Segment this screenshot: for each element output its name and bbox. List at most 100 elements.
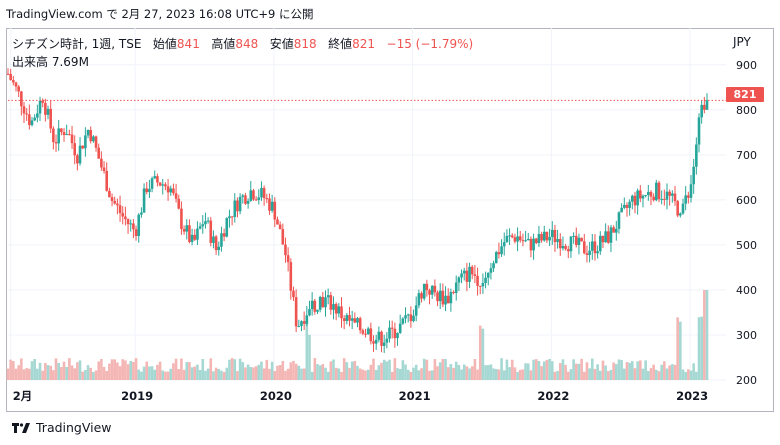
chart-frame[interactable] xyxy=(6,28,774,412)
candle-body xyxy=(452,291,455,293)
volume-bar xyxy=(697,317,701,380)
candle-body xyxy=(449,291,453,304)
volume-bar xyxy=(172,363,175,380)
candle-body xyxy=(214,236,218,251)
volume-bar xyxy=(313,358,317,380)
candle-body xyxy=(300,321,303,326)
candle-body xyxy=(516,236,519,242)
price-axis: 200 300 400 500 600 700 800 900 xyxy=(736,59,757,387)
candle-body xyxy=(358,318,362,331)
candle-body xyxy=(673,193,677,202)
volume-bar xyxy=(585,362,589,380)
candle-body xyxy=(668,191,671,196)
volume-bar xyxy=(228,359,231,380)
volume-bar xyxy=(268,368,271,380)
footer-brand[interactable]: TradingView xyxy=(12,420,112,435)
volume-bar xyxy=(308,334,311,380)
candle-body xyxy=(209,220,213,243)
candle-body xyxy=(62,132,66,136)
volume-bar xyxy=(278,365,282,380)
candle-body xyxy=(409,314,413,322)
candle-body xyxy=(292,290,295,298)
volume-bar xyxy=(444,358,447,380)
candle-body xyxy=(321,296,325,308)
volume-bar xyxy=(129,361,133,380)
volume-bar xyxy=(249,367,253,380)
volume-bar xyxy=(545,359,549,380)
volume-bar xyxy=(628,362,631,380)
candle-body xyxy=(534,238,538,244)
volume-bar xyxy=(153,369,157,380)
volume-bar xyxy=(484,365,487,380)
volume-bar xyxy=(540,366,543,380)
candle-body xyxy=(70,134,74,144)
candle-body xyxy=(510,235,514,238)
candle-body xyxy=(204,221,207,225)
candle-body xyxy=(121,213,125,217)
candle-body xyxy=(529,238,533,251)
candle-body xyxy=(425,283,429,291)
candle-body xyxy=(572,235,575,237)
candle-body xyxy=(604,231,607,243)
candle-body xyxy=(521,240,525,242)
volume-bar xyxy=(254,366,258,380)
volume-bar xyxy=(182,369,186,380)
candle-body xyxy=(25,113,28,115)
volume-bar xyxy=(465,366,469,380)
volume-bar xyxy=(548,358,551,380)
volume-bar xyxy=(364,370,367,380)
volume-bar xyxy=(558,363,562,380)
volume-bar xyxy=(150,366,154,380)
volume-bar xyxy=(201,359,205,380)
volume-bar xyxy=(492,368,495,380)
candle-body xyxy=(430,285,434,295)
candle-body xyxy=(601,235,605,243)
volume-bar xyxy=(110,359,114,380)
candle-body xyxy=(639,190,642,199)
candle-body xyxy=(124,216,127,220)
candle-body xyxy=(169,188,173,193)
volume-bar xyxy=(262,368,266,380)
candle-body xyxy=(316,309,319,312)
candle-body xyxy=(556,239,559,243)
volume-bar xyxy=(526,363,530,380)
volume-bar xyxy=(457,364,461,380)
candle-body xyxy=(22,106,26,114)
candle-body xyxy=(350,318,354,321)
candle-body xyxy=(374,339,378,344)
volume-bar xyxy=(705,290,709,380)
volume-bar xyxy=(86,365,90,380)
volume-bar xyxy=(553,371,557,380)
candle-body xyxy=(356,318,359,323)
candle-body xyxy=(550,229,554,237)
volume-bar xyxy=(598,370,602,380)
low-value: 818 xyxy=(293,37,317,51)
volume-bar xyxy=(73,368,76,380)
volume-bar xyxy=(566,371,570,380)
candle-body xyxy=(457,277,461,283)
candle-body xyxy=(494,252,498,264)
volume-bar xyxy=(230,358,234,380)
volume-bar xyxy=(417,370,421,380)
volume-bar xyxy=(212,371,215,380)
volume-bar xyxy=(6,368,10,380)
candle-body xyxy=(244,195,247,204)
candle-body xyxy=(270,201,274,211)
candle-body xyxy=(190,234,194,242)
volume-bar xyxy=(636,361,639,380)
candle-body xyxy=(217,246,221,251)
candle-body xyxy=(396,332,399,339)
candle-body xyxy=(468,266,471,282)
volume-bar xyxy=(180,358,183,380)
volume-bar xyxy=(84,369,87,380)
candle-body xyxy=(30,120,34,126)
change-value: −15 (−1.79%) xyxy=(386,37,474,51)
price-tick-label: 500 xyxy=(736,239,757,252)
volume-bar xyxy=(647,371,650,380)
volume-bar xyxy=(582,371,586,380)
candle-body xyxy=(524,240,527,242)
candle-body xyxy=(502,242,506,247)
volume-bar xyxy=(612,362,615,380)
candle-body xyxy=(44,102,47,115)
